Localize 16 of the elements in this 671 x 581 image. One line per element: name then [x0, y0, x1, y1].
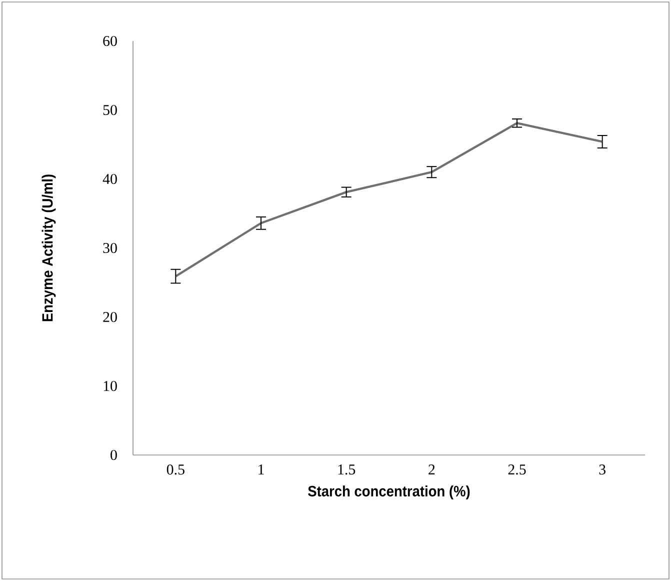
y-tick-label: 40: [102, 174, 117, 184]
y-axis-title: Enzyme Activity (U/ml): [42, 174, 56, 322]
x-tick-label: 2.5: [508, 464, 526, 475]
x-tick-label: 3: [599, 464, 606, 475]
y-tick-label: 60: [103, 36, 117, 46]
x-tick-label: 1.5: [338, 464, 356, 475]
y-tick-label: 20: [103, 312, 117, 322]
line-series: [174, 122, 604, 278]
x-tick-label: 2: [428, 464, 435, 474]
x-tick-label: 1: [258, 464, 264, 474]
x-tick-label: 0.5: [166, 464, 184, 475]
y-tick-label: 50: [103, 104, 117, 116]
y-tick-label: 30: [103, 242, 117, 254]
x-axis-title: Starch concentration (%): [308, 485, 470, 500]
y-tick-label: 0: [110, 450, 117, 460]
y-tick-label: 10: [104, 380, 117, 392]
